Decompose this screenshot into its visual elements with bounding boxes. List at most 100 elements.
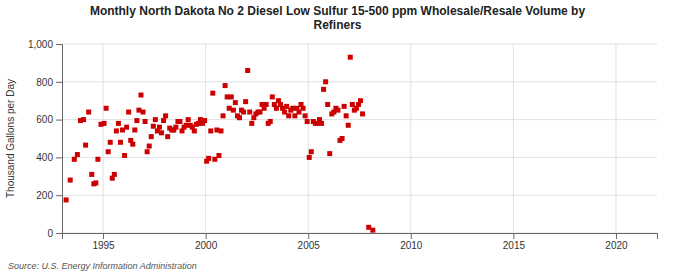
point bbox=[237, 115, 242, 120]
y-grid-line bbox=[62, 157, 657, 158]
point bbox=[75, 152, 80, 157]
point bbox=[231, 108, 236, 113]
y-tick-label: 1,000 bbox=[28, 39, 53, 50]
grid bbox=[62, 44, 657, 233]
point bbox=[138, 93, 143, 98]
y-tick: 0 bbox=[47, 228, 62, 239]
point bbox=[305, 119, 310, 124]
x-tick-mark bbox=[616, 233, 617, 239]
points bbox=[64, 55, 376, 233]
point bbox=[247, 110, 252, 115]
point bbox=[83, 143, 88, 148]
y-tick-label: 200 bbox=[36, 190, 53, 201]
x-tick: 2010 bbox=[400, 233, 423, 251]
point bbox=[335, 108, 340, 113]
x-tick-mark bbox=[513, 233, 514, 239]
point bbox=[126, 110, 131, 115]
x-tick: 2015 bbox=[503, 233, 526, 251]
point bbox=[216, 153, 221, 158]
point bbox=[223, 83, 228, 88]
y-tick: 200 bbox=[36, 190, 62, 201]
point bbox=[151, 124, 156, 129]
point bbox=[370, 228, 375, 233]
title-line: Monthly North Dakota No 2 Diesel Low Sul… bbox=[90, 4, 586, 18]
point bbox=[130, 142, 135, 147]
x-axis: 199520002005201020152020 bbox=[63, 233, 658, 251]
point bbox=[165, 134, 170, 139]
y-tick-label: 800 bbox=[36, 77, 53, 88]
point bbox=[173, 125, 178, 130]
point bbox=[122, 153, 127, 158]
x-tick: 2005 bbox=[298, 233, 321, 251]
point bbox=[309, 149, 314, 154]
point bbox=[149, 134, 154, 139]
point bbox=[358, 98, 363, 103]
point bbox=[342, 104, 347, 109]
point bbox=[286, 113, 291, 118]
x-tick-label: 2000 bbox=[195, 240, 218, 251]
point bbox=[95, 157, 100, 162]
x-grid-line bbox=[103, 44, 104, 233]
y-grid-line bbox=[62, 81, 657, 82]
point bbox=[327, 151, 332, 156]
point bbox=[348, 55, 353, 60]
x-tick-label: 2005 bbox=[298, 240, 321, 251]
point bbox=[102, 121, 107, 126]
point bbox=[245, 68, 250, 73]
point bbox=[177, 119, 182, 124]
point bbox=[104, 106, 109, 111]
point bbox=[106, 149, 111, 154]
point bbox=[206, 156, 211, 161]
point bbox=[145, 149, 150, 154]
point bbox=[344, 113, 349, 118]
point bbox=[134, 118, 139, 123]
y-grid-line bbox=[62, 119, 657, 120]
point bbox=[319, 121, 324, 126]
y-tick-mark bbox=[56, 233, 62, 234]
x-tick-mark bbox=[308, 233, 309, 239]
point bbox=[143, 119, 148, 124]
y-grid-line bbox=[62, 195, 657, 196]
point bbox=[118, 140, 123, 145]
y-tick-mark bbox=[56, 195, 62, 196]
point bbox=[159, 130, 164, 135]
y-tick: 800 bbox=[36, 77, 62, 88]
x-tick-label: 2015 bbox=[503, 240, 526, 251]
y-tick-label: 0 bbox=[47, 228, 53, 239]
point bbox=[303, 113, 308, 118]
point bbox=[346, 123, 351, 128]
y-tick-label: 600 bbox=[36, 114, 53, 125]
point bbox=[161, 118, 166, 123]
point bbox=[64, 197, 69, 202]
point bbox=[112, 172, 117, 177]
title-line: Refiners bbox=[313, 18, 361, 32]
y-tick-label: 400 bbox=[36, 152, 53, 163]
point bbox=[301, 106, 306, 111]
point bbox=[270, 94, 275, 99]
x-tick-mark bbox=[411, 233, 412, 239]
point bbox=[108, 140, 113, 145]
x-grid-line bbox=[615, 44, 616, 233]
plot: 19952000200520102015202002004006008001,0… bbox=[28, 39, 658, 251]
point bbox=[147, 144, 152, 149]
point bbox=[114, 128, 119, 133]
point bbox=[68, 178, 73, 183]
title: Monthly North Dakota No 2 Diesel Low Sul… bbox=[90, 4, 586, 32]
point bbox=[233, 100, 238, 105]
y-tick: 600 bbox=[36, 114, 62, 125]
point bbox=[141, 110, 146, 115]
point bbox=[325, 102, 330, 107]
point bbox=[221, 113, 226, 118]
x-tick: 2020 bbox=[605, 233, 628, 251]
x-tick: 2000 bbox=[195, 233, 218, 251]
x-grid-line bbox=[410, 44, 411, 233]
point bbox=[72, 157, 77, 162]
point bbox=[249, 121, 254, 126]
x-tick-label: 2020 bbox=[605, 240, 628, 251]
x-tick-label: 2010 bbox=[400, 240, 423, 251]
x-tick-mark bbox=[206, 233, 207, 239]
point bbox=[86, 110, 91, 115]
point bbox=[202, 118, 207, 123]
point bbox=[340, 136, 345, 141]
x-axis-line bbox=[63, 234, 658, 240]
